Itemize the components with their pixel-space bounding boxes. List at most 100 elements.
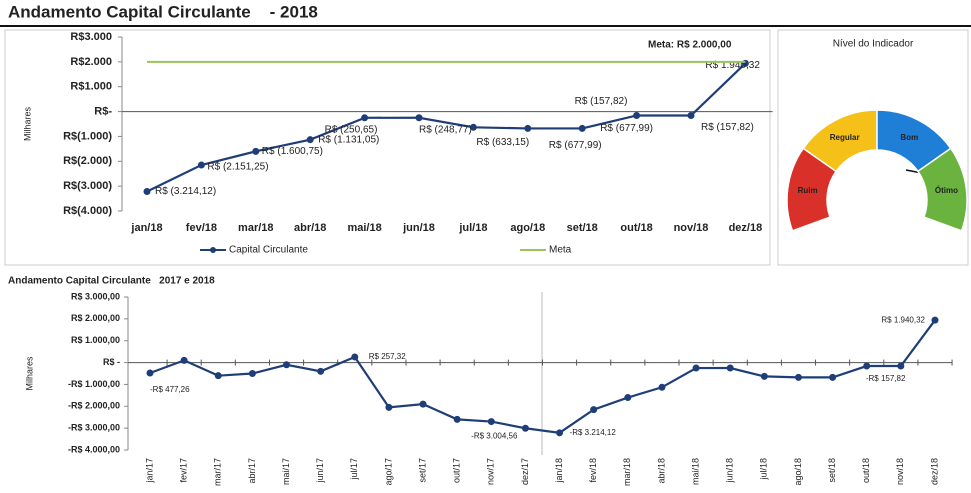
data-label: R$ 1.940,32 bbox=[881, 315, 925, 324]
data-label: -R$ 3.214,12 bbox=[570, 428, 617, 437]
y-tick-label: -R$ 4.000,00 bbox=[68, 444, 120, 454]
y-tick-label: R$ 3.000,00 bbox=[71, 291, 120, 301]
point bbox=[180, 356, 188, 364]
data-label: R$ (677,99) bbox=[600, 123, 653, 134]
data-label: R$ (677,99) bbox=[549, 140, 602, 151]
point bbox=[214, 372, 222, 380]
x-tick-label: dez/18 bbox=[929, 458, 939, 485]
series-line bbox=[146, 62, 747, 193]
x-tick-label: fev/17 bbox=[179, 458, 189, 483]
data-label: R$ (1.600,75) bbox=[262, 146, 323, 157]
point bbox=[453, 415, 461, 423]
x-tick-label: mar/17 bbox=[213, 458, 223, 486]
point bbox=[658, 383, 666, 391]
x-tick-label: jul/17 bbox=[349, 458, 359, 481]
x-tick-label: jun/18 bbox=[725, 458, 735, 484]
x-tick-label: fev/18 bbox=[186, 222, 217, 234]
x-tick-label: ago/18 bbox=[793, 458, 803, 486]
gauge-frame bbox=[777, 29, 969, 266]
data-label: R$ (2.151,25) bbox=[207, 162, 268, 173]
data-label: -R$ 157,82 bbox=[866, 374, 906, 383]
point bbox=[146, 369, 154, 377]
x-tick-label: out/18 bbox=[861, 458, 871, 483]
gauge-label: Bom bbox=[900, 133, 918, 142]
x-tick-label: out/17 bbox=[452, 458, 462, 483]
point bbox=[317, 367, 325, 375]
point bbox=[760, 372, 768, 380]
y-tick-label: R$ 1.000,00 bbox=[71, 335, 120, 345]
y-tick-label: R$- bbox=[94, 105, 112, 117]
y-axis-label: Milhares bbox=[22, 106, 32, 141]
chart-frame bbox=[4, 29, 771, 266]
x-tick-label: jul/18 bbox=[759, 458, 769, 481]
point bbox=[687, 111, 695, 119]
x-tick-label: mai/17 bbox=[281, 458, 291, 485]
x-tick-label: mai/18 bbox=[690, 458, 700, 485]
x-tick-label: mai/18 bbox=[347, 222, 381, 234]
x-tick-label: dez/18 bbox=[729, 222, 763, 234]
x-tick-label: set/18 bbox=[827, 458, 837, 483]
x-tick-label: jan/18 bbox=[130, 222, 162, 234]
point bbox=[590, 406, 598, 414]
point bbox=[829, 373, 837, 381]
data-label: R$ 1.940,32 bbox=[705, 60, 760, 71]
data-label: R$ (248,77) bbox=[419, 124, 472, 135]
x-tick-label: abr/18 bbox=[294, 222, 326, 234]
data-label: R$ (633,15) bbox=[476, 137, 529, 148]
gauge-label: Ótimo bbox=[935, 186, 958, 195]
page-title: Andamento Capital Circulante - 2018 bbox=[8, 2, 318, 21]
point bbox=[248, 370, 256, 377]
data-label: R$ (3.214,12) bbox=[155, 186, 216, 197]
meta-annotation: Meta: R$ 2.000,00 bbox=[648, 40, 732, 51]
point bbox=[197, 161, 205, 169]
x-tick-label: jan/18 bbox=[554, 458, 564, 484]
legend-marker bbox=[210, 247, 216, 253]
y-tick-label: R$ 2.000,00 bbox=[71, 313, 120, 323]
point bbox=[624, 394, 632, 402]
point bbox=[469, 123, 477, 131]
data-label: R$ (250,65) bbox=[325, 124, 378, 135]
data-label: R$ (157,82) bbox=[701, 122, 754, 133]
series-line bbox=[149, 319, 936, 434]
point bbox=[692, 364, 700, 372]
x-tick-label: mar/18 bbox=[238, 222, 273, 234]
gauge-label: Ruim bbox=[798, 186, 818, 195]
point bbox=[897, 362, 905, 370]
legend-label: Meta bbox=[549, 245, 572, 256]
point bbox=[306, 136, 314, 144]
data-label: R$ (1.131,05) bbox=[318, 134, 379, 145]
chart-title: Andamento Capital Circulante 2017 e 2018 bbox=[8, 276, 215, 287]
x-tick-label: jan/17 bbox=[144, 458, 154, 484]
y-tick-label: R$1.000 bbox=[70, 81, 112, 93]
y-tick-label: R$ - bbox=[103, 357, 120, 367]
point bbox=[633, 111, 641, 119]
point bbox=[726, 364, 734, 372]
x-tick-label: mar/18 bbox=[622, 458, 632, 486]
point bbox=[521, 424, 529, 432]
point bbox=[283, 361, 291, 369]
point bbox=[385, 403, 393, 411]
x-tick-label: jun/18 bbox=[402, 222, 435, 234]
point bbox=[524, 124, 532, 132]
x-tick-label: set/18 bbox=[567, 222, 598, 234]
point bbox=[931, 316, 939, 324]
y-tick-label: R$(2.000) bbox=[63, 155, 112, 167]
x-tick-label: nov/18 bbox=[895, 458, 905, 485]
gauge-title: Nível do Indicador bbox=[833, 39, 914, 50]
x-tick-label: ago/18 bbox=[510, 222, 545, 234]
point bbox=[415, 114, 423, 122]
point bbox=[351, 353, 359, 361]
y-tick-label: R$(3.000) bbox=[63, 180, 112, 192]
x-tick-label: out/18 bbox=[620, 222, 652, 234]
data-label: -R$ 3.004,56 bbox=[471, 431, 518, 440]
point bbox=[794, 373, 802, 381]
gauge-segment bbox=[916, 147, 968, 232]
y-tick-label: -R$ 1.000,00 bbox=[68, 379, 120, 389]
y-tick-label: R$(1.000) bbox=[63, 130, 112, 142]
legend-label: Capital Circulante bbox=[229, 245, 308, 256]
y-tick-label: R$3.000 bbox=[70, 31, 112, 43]
x-tick-label: fev/18 bbox=[588, 458, 598, 483]
point bbox=[578, 124, 586, 132]
point bbox=[252, 147, 260, 155]
